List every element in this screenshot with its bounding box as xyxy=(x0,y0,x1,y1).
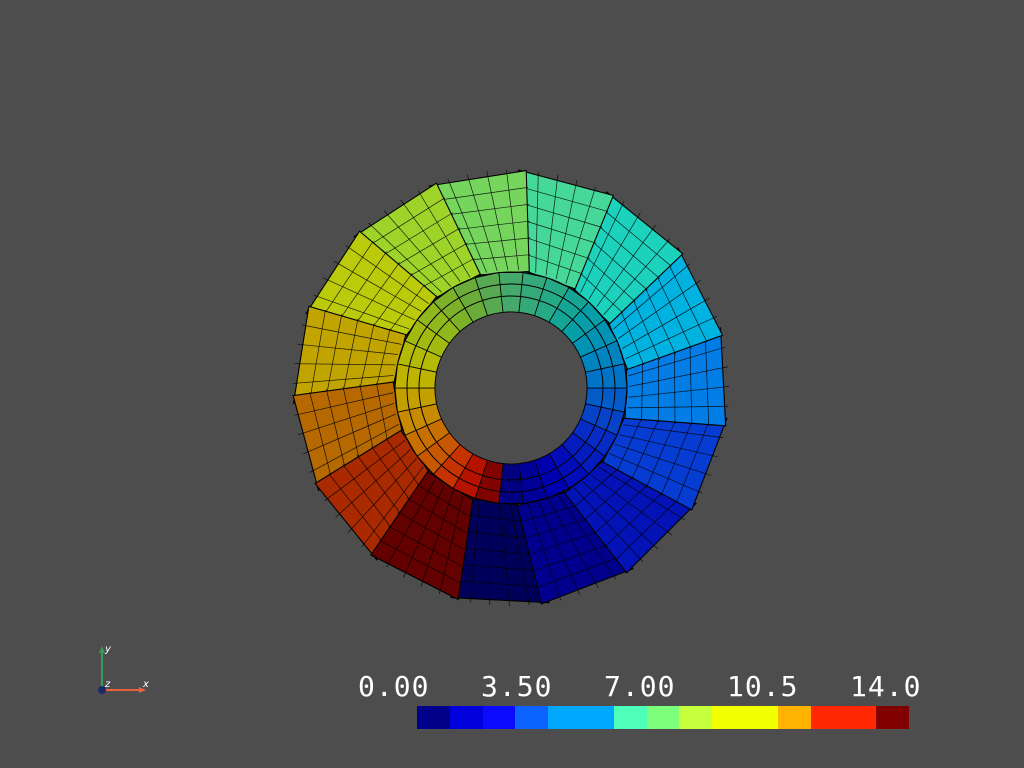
scalar-bar: 0.00 3.50 7.00 10.5 14.0 xyxy=(340,664,940,744)
scalar-bar-segment xyxy=(843,706,877,729)
scalar-bar-tick-label: 3.50 xyxy=(481,670,553,703)
scalar-bar-segment xyxy=(712,706,745,729)
scalar-bar-tick-label: 14.0 xyxy=(850,670,922,703)
scalar-bar-tick-label: 0.00 xyxy=(358,670,430,703)
scalar-bar-segment xyxy=(548,706,581,729)
hub-ring xyxy=(394,271,628,505)
y-axis-arrow xyxy=(99,646,105,653)
orientation-axes-widget: y x z xyxy=(80,636,160,706)
z-axis-dot xyxy=(98,686,106,694)
turbine-blade[interactable] xyxy=(606,246,724,371)
scalar-bar-colormap xyxy=(417,706,909,729)
scalar-bar-segment xyxy=(777,706,811,729)
z-axis-label: z xyxy=(104,679,111,690)
hub-bore xyxy=(434,311,588,465)
turbine-blade[interactable] xyxy=(292,381,404,492)
scalar-bar-segment xyxy=(515,706,549,729)
turbine-blade[interactable] xyxy=(602,413,728,511)
x-axis-arrow xyxy=(139,687,146,693)
x-axis-label: x xyxy=(142,679,149,690)
scalar-bar-segment xyxy=(744,706,778,729)
scalar-bar-segment xyxy=(580,706,614,729)
turbine-blade[interactable] xyxy=(292,305,407,404)
y-axis-label: y xyxy=(104,644,112,655)
scalar-bar-segment xyxy=(646,706,680,729)
scalar-bar-tick-label: 10.5 xyxy=(727,670,799,703)
scalar-bar-segment xyxy=(613,706,647,729)
scalar-bar-tick-label: 7.00 xyxy=(604,670,676,703)
scalar-bar-segment xyxy=(417,706,450,729)
scalar-bar-segment xyxy=(876,706,909,729)
scalar-bar-segment xyxy=(482,706,516,729)
scalar-bar-segment xyxy=(810,706,844,729)
blade-layer xyxy=(292,169,730,607)
scalar-bar-segment xyxy=(449,706,483,729)
scalar-bar-segment xyxy=(679,706,713,729)
